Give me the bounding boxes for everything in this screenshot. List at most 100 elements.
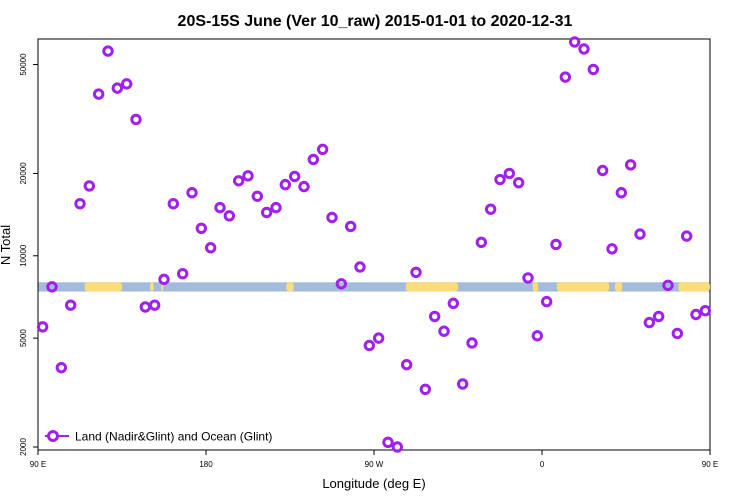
- data-point: [46, 281, 58, 293]
- data-point: [447, 297, 460, 310]
- legend: Land (Nadir&Glint) and Ocean (Glint): [45, 430, 272, 444]
- data-point: [400, 358, 413, 371]
- data-point: [522, 272, 534, 284]
- data-point: [615, 187, 628, 199]
- data-point: [410, 266, 422, 279]
- data-point: [699, 304, 712, 317]
- surface-band: [38, 282, 710, 292]
- data-point: [475, 236, 488, 249]
- land-band-segment: [150, 282, 154, 292]
- data-point: [494, 173, 506, 186]
- data-point: [643, 316, 656, 329]
- data-point: [130, 113, 142, 126]
- data-point: [326, 211, 338, 224]
- data-point: [456, 378, 469, 390]
- data-point: [568, 36, 581, 48]
- x-tick-label: 0: [540, 460, 545, 469]
- x-axis-label: Longitude (deg E): [322, 476, 425, 491]
- data-point: [242, 170, 254, 182]
- data-point: [298, 180, 310, 193]
- data-point: [102, 45, 114, 57]
- x-axis: 90 E 180 90 W 0 90 E: [30, 450, 718, 469]
- data-point: [120, 78, 133, 90]
- data-point: [288, 170, 301, 183]
- data-point: [167, 198, 180, 210]
- y-axis: 2000 5000 10000 20000 50000: [19, 53, 38, 456]
- data-point: [148, 299, 161, 311]
- data-point: [428, 310, 441, 323]
- y-tick-label: 20000: [19, 162, 28, 185]
- y-tick-label: 10000: [19, 244, 28, 267]
- data-point: [419, 383, 432, 396]
- data-point: [270, 201, 282, 214]
- data-point: [382, 436, 394, 449]
- data-point: [606, 243, 618, 255]
- data-point: [232, 175, 245, 187]
- land-band-segment: [614, 282, 623, 292]
- data-point: [307, 153, 320, 166]
- data-point: [587, 63, 600, 76]
- land-band-segment: [286, 282, 294, 292]
- data-point: [690, 308, 702, 321]
- data-point: [662, 279, 674, 291]
- y-axis-label: N Total: [0, 225, 13, 265]
- data-point: [484, 203, 497, 215]
- data-point: [316, 143, 329, 156]
- chart-title: 20S-15S June (Ver 10_raw) 2015-01-01 to …: [178, 13, 573, 30]
- x-tick-label: 180: [199, 460, 213, 469]
- data-point: [540, 295, 553, 308]
- data-point: [223, 210, 236, 222]
- land-band-segment: [556, 282, 610, 292]
- land-band-segment: [678, 282, 710, 292]
- ocean-band: [38, 282, 710, 292]
- data-point: [186, 187, 198, 199]
- data-point: [671, 327, 684, 340]
- data-point: [204, 242, 217, 254]
- data-point: [83, 180, 96, 192]
- data-point: [64, 299, 77, 311]
- data-point: [92, 88, 105, 100]
- data-point: [438, 325, 450, 337]
- data-point: [354, 261, 366, 273]
- y-tick-label: 5000: [19, 329, 28, 347]
- data-point: [279, 178, 292, 191]
- x-tick-label: 90 E: [30, 460, 46, 469]
- data-point: [36, 321, 49, 333]
- data-point: [550, 238, 562, 251]
- y-tick-label: 2000: [19, 438, 28, 456]
- data-point: [596, 164, 609, 177]
- data-point: [559, 71, 572, 83]
- data-point: [74, 198, 86, 210]
- data-point: [372, 332, 385, 344]
- y-tick-label: 50000: [19, 53, 28, 76]
- data-point: [634, 228, 646, 240]
- data-point: [111, 82, 124, 94]
- x-tick-label: 90 W: [365, 460, 384, 469]
- data-point: [214, 201, 226, 214]
- data-point: [335, 278, 348, 290]
- data-point: [260, 206, 273, 219]
- data-point: [139, 301, 152, 313]
- legend-marker: [47, 430, 59, 442]
- data-point: [652, 310, 665, 323]
- land-band-segment: [84, 282, 122, 292]
- data-point: [251, 190, 264, 202]
- data-point: [363, 339, 376, 352]
- data-point: [680, 230, 693, 242]
- data-point: [55, 361, 68, 374]
- land-band-segment: [405, 282, 458, 292]
- data-point: [158, 273, 170, 286]
- data-point: [391, 441, 404, 453]
- data-point: [624, 159, 637, 171]
- data-point: [578, 43, 590, 55]
- data-point: [512, 176, 525, 189]
- data-point: [195, 222, 208, 235]
- data-point: [344, 220, 357, 233]
- data-point: [176, 267, 189, 280]
- land-band-segment: [532, 282, 539, 292]
- data-points: [36, 36, 712, 453]
- data-point: [503, 167, 516, 180]
- data-point: [531, 330, 544, 342]
- x-tick-label: 90 E: [702, 460, 718, 469]
